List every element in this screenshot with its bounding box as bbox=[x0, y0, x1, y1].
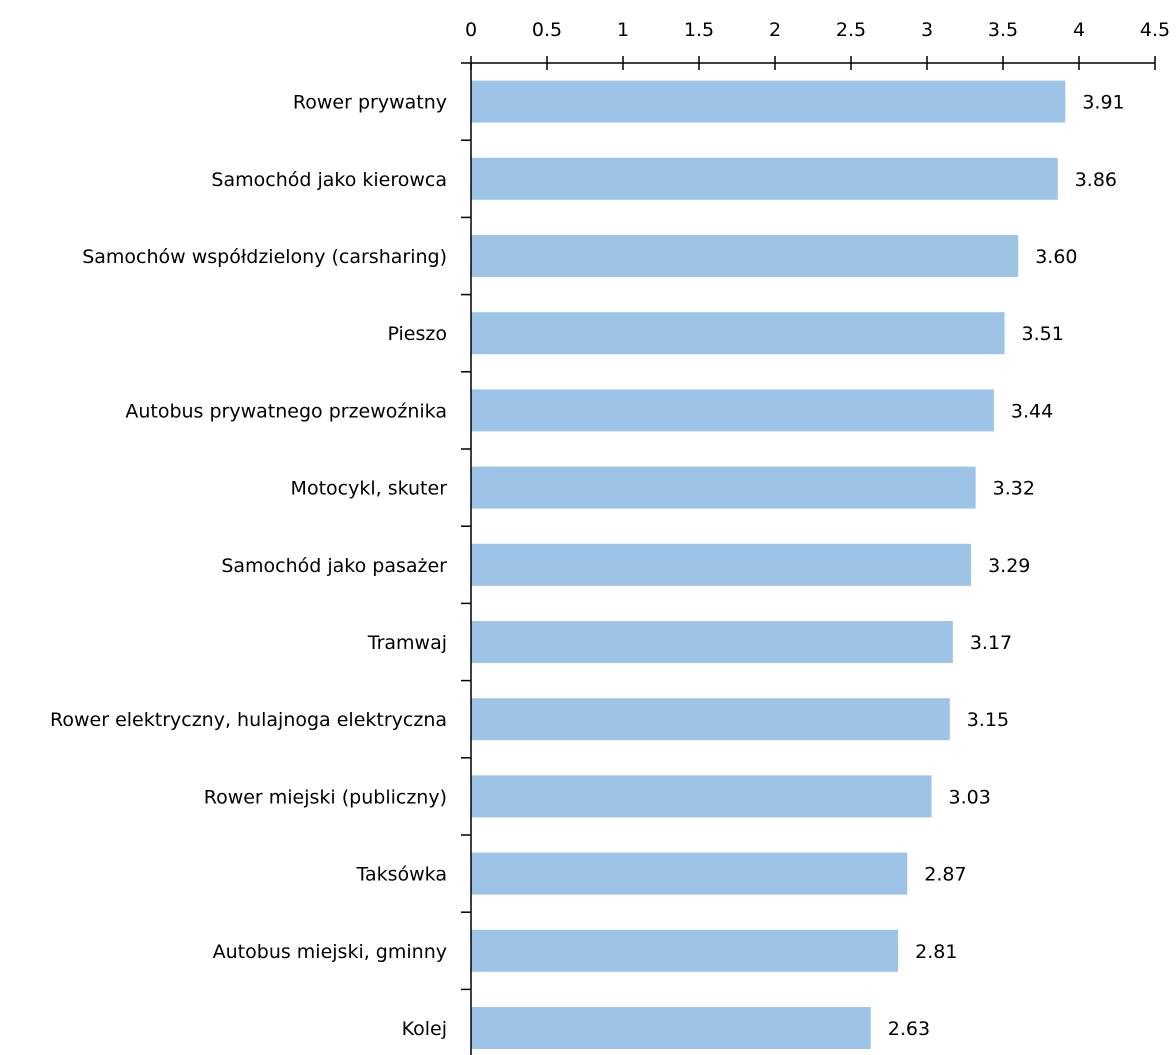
bar bbox=[471, 775, 932, 818]
bar bbox=[471, 312, 1005, 355]
x-tick-label: 0 bbox=[465, 19, 477, 41]
category-label: Samochód jako pasażer bbox=[221, 555, 447, 577]
bar bbox=[471, 80, 1066, 123]
data-label: 3.29 bbox=[988, 555, 1030, 577]
category-label: Taksówka bbox=[356, 864, 447, 886]
data-label: 2.81 bbox=[915, 941, 957, 963]
data-label: 2.87 bbox=[924, 864, 966, 886]
data-label: 3.15 bbox=[967, 709, 1009, 731]
category-label: Rower miejski (publiczny) bbox=[204, 786, 447, 808]
data-label: 3.44 bbox=[1011, 400, 1053, 422]
axes-group bbox=[461, 56, 1156, 1055]
bar bbox=[471, 235, 1019, 277]
data-label: 3.91 bbox=[1082, 92, 1124, 114]
data-label: 3.86 bbox=[1075, 169, 1117, 191]
data-label: 3.51 bbox=[1022, 323, 1064, 345]
data-label: 3.60 bbox=[1035, 246, 1077, 268]
bar bbox=[471, 389, 994, 432]
data-label: 3.32 bbox=[993, 478, 1035, 500]
bar bbox=[471, 157, 1058, 200]
category-label: Samochód jako kierowca bbox=[211, 169, 447, 191]
bar bbox=[471, 466, 976, 509]
category-label: Autobus prywatnego przewoźnika bbox=[125, 400, 447, 422]
data-label: 2.63 bbox=[888, 1018, 930, 1040]
x-tick-label: 3 bbox=[921, 19, 933, 41]
x-tick-label: 4.5 bbox=[1140, 19, 1170, 41]
x-tick-label: 2 bbox=[769, 19, 781, 41]
category-label: Kolej bbox=[402, 1018, 447, 1040]
category-label: Tramwaj bbox=[367, 632, 447, 654]
category-label: Motocykl, skuter bbox=[291, 478, 448, 500]
x-tick-label: 1 bbox=[617, 19, 629, 41]
category-label: Rower prywatny bbox=[293, 92, 447, 114]
category-label: Rower elektryczny, hulajnoga elektryczna bbox=[50, 709, 447, 731]
bar bbox=[471, 852, 908, 895]
x-tick-label: 4 bbox=[1073, 19, 1085, 41]
x-tick-label: 2.5 bbox=[836, 19, 866, 41]
x-tick-label: 1.5 bbox=[684, 19, 714, 41]
category-label: Autobus miejski, gminny bbox=[213, 941, 447, 963]
labels-group: 0 0.5 1 1.5 2 2.5 3 3.5 4 4.5 Rower prywatny 3.91 Sa… bbox=[50, 19, 1170, 1040]
data-label: 3.03 bbox=[949, 786, 991, 808]
bar bbox=[471, 543, 972, 586]
bar bbox=[471, 621, 953, 663]
data-label: 3.17 bbox=[970, 632, 1012, 654]
bar bbox=[471, 698, 950, 741]
category-label: Pieszo bbox=[387, 323, 447, 345]
x-tick-label: 3.5 bbox=[988, 19, 1018, 41]
bars-group bbox=[471, 80, 1066, 1049]
category-label: Samochów współdzielony (carsharing) bbox=[82, 246, 447, 268]
x-tick-label: 0.5 bbox=[532, 19, 562, 41]
bar bbox=[471, 929, 899, 972]
bar bbox=[471, 1007, 871, 1049]
